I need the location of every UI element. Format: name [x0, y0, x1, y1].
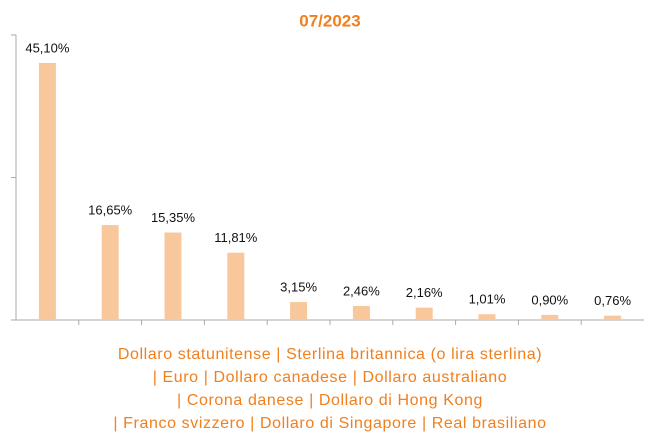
bar	[478, 314, 496, 320]
value-label: 45,10%	[25, 40, 70, 55]
chart-title: 07/2023	[299, 11, 360, 30]
value-label: 3,15%	[280, 279, 317, 294]
bar	[352, 305, 370, 320]
caption-line: | Euro | Dollaro canadese | Dollaro aust…	[153, 369, 508, 386]
bar	[290, 302, 308, 320]
value-label: 0,90%	[531, 292, 568, 307]
value-label: 2,46%	[343, 283, 380, 298]
bar	[101, 225, 119, 320]
caption-line: | Corona danese | Dollaro di Hong Kong	[177, 392, 483, 409]
caption-line: | Franco svizzero | Dollaro di Singapore…	[113, 415, 546, 432]
value-label: 0,76%	[594, 293, 631, 308]
caption-line: Dollaro statunitense | Sterlina britanni…	[118, 346, 542, 363]
value-label: 11,81%	[214, 230, 258, 245]
value-label: 1,01%	[469, 292, 506, 307]
value-label: 2,16%	[406, 285, 443, 300]
value-label: 16,65%	[88, 203, 133, 218]
bar	[38, 62, 56, 321]
bar	[541, 314, 559, 320]
bar	[227, 252, 245, 320]
bar	[604, 315, 622, 320]
bar	[164, 232, 182, 320]
bar	[415, 307, 433, 320]
value-label: 15,35%	[151, 210, 196, 225]
